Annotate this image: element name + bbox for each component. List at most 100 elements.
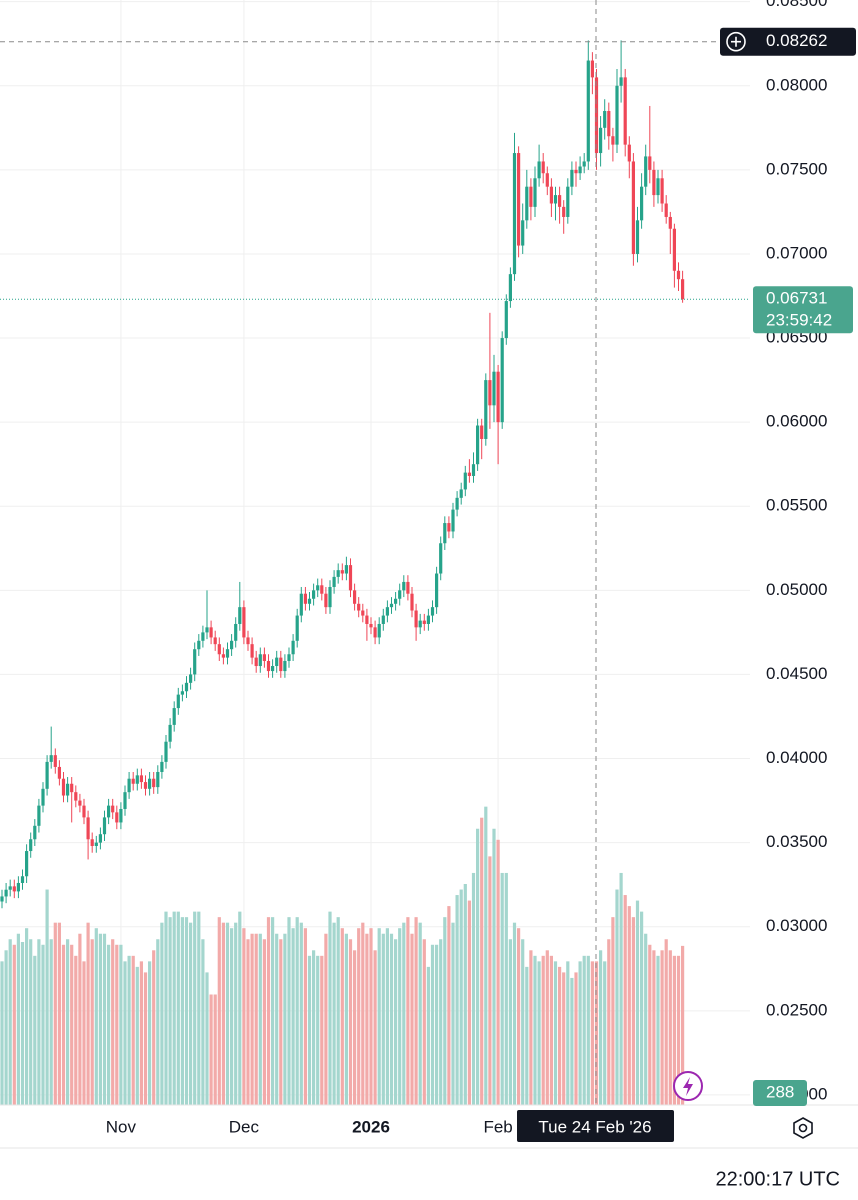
price-axis-bg bbox=[750, 0, 858, 1148]
volume-bar bbox=[246, 939, 250, 1105]
last-price-label: 0.06731 bbox=[766, 289, 827, 308]
volume-bar bbox=[242, 928, 246, 1105]
y-tick-label: 0.03000 bbox=[766, 916, 827, 935]
candle-body bbox=[123, 792, 127, 809]
candle-body bbox=[98, 834, 102, 843]
crosshair-date-label: Tue 24 Feb '26 bbox=[538, 1117, 651, 1136]
candle-body bbox=[570, 169, 574, 187]
candle-body bbox=[525, 186, 529, 221]
candle-body bbox=[74, 792, 78, 801]
candle-body bbox=[373, 627, 377, 638]
candle-body bbox=[57, 766, 61, 779]
volume-bar bbox=[152, 950, 156, 1105]
candle-body bbox=[508, 274, 512, 302]
candle-body bbox=[549, 186, 553, 204]
volume-bar bbox=[681, 945, 685, 1105]
volume-bar bbox=[418, 922, 422, 1105]
volume-bar bbox=[172, 911, 176, 1105]
volume-bar bbox=[488, 856, 492, 1105]
settings-icon[interactable] bbox=[793, 1117, 813, 1139]
volume-bar bbox=[640, 911, 644, 1105]
volume-bar bbox=[443, 917, 447, 1105]
volume-bar bbox=[410, 933, 414, 1105]
y-tick-label: 0.08000 bbox=[766, 75, 827, 94]
candle-body bbox=[12, 886, 16, 892]
candle-body bbox=[402, 581, 406, 591]
volume-bar bbox=[307, 955, 312, 1105]
volume-label-box bbox=[753, 1080, 807, 1106]
volume-bar bbox=[238, 911, 242, 1105]
volume-bar bbox=[20, 942, 25, 1105]
candle-body bbox=[127, 778, 131, 793]
candle-body bbox=[512, 153, 517, 275]
candle-body bbox=[193, 649, 197, 675]
volume-bar bbox=[205, 972, 209, 1105]
candle-body bbox=[283, 660, 287, 672]
candle-body bbox=[615, 85, 619, 145]
crosshair-price-label: 0.08262 bbox=[766, 31, 827, 50]
candle-body bbox=[541, 161, 545, 174]
volume-bar bbox=[537, 961, 541, 1105]
volume-bar bbox=[549, 955, 553, 1105]
volume-bar bbox=[508, 939, 512, 1105]
candle-body bbox=[61, 778, 66, 796]
candle-body bbox=[20, 876, 25, 883]
candle-body bbox=[135, 775, 139, 784]
x-tick-label: Feb bbox=[483, 1117, 512, 1136]
candle-body bbox=[287, 654, 291, 661]
candle-body bbox=[271, 666, 275, 672]
volume-bar bbox=[447, 906, 451, 1105]
volume-bar bbox=[4, 950, 8, 1105]
volume-bar bbox=[299, 922, 303, 1105]
volume-bar bbox=[553, 961, 558, 1105]
volume-bar bbox=[41, 944, 45, 1105]
candle-body bbox=[205, 627, 209, 633]
candle-body bbox=[582, 161, 586, 167]
volume-bar bbox=[627, 906, 631, 1105]
candle-body bbox=[33, 825, 37, 840]
candle-body bbox=[299, 593, 303, 616]
y-tick-label: 0.04000 bbox=[766, 748, 827, 767]
volume-bar bbox=[57, 922, 61, 1105]
y-tick-label: 0.04500 bbox=[766, 664, 827, 683]
candle-body bbox=[381, 615, 385, 624]
candle-body bbox=[49, 755, 53, 762]
candle-body bbox=[385, 607, 389, 616]
candle-body bbox=[94, 842, 98, 846]
candle-body bbox=[41, 788, 45, 806]
candle-body bbox=[184, 682, 189, 692]
volume-bar bbox=[287, 917, 291, 1105]
volume-bar bbox=[648, 944, 652, 1105]
volume-bar bbox=[266, 917, 271, 1105]
volume-bar bbox=[8, 939, 12, 1105]
volume-bar bbox=[353, 950, 357, 1105]
volume-bar bbox=[357, 928, 361, 1105]
volume-bar bbox=[496, 839, 500, 1105]
volume-bar bbox=[234, 922, 238, 1105]
candle-body bbox=[500, 338, 504, 423]
candle-body bbox=[492, 371, 496, 406]
candle-body bbox=[164, 741, 168, 762]
y-tick-label: 0.02500 bbox=[766, 1000, 827, 1019]
volume-label: 288 bbox=[766, 1082, 794, 1101]
crosshair-add-icon[interactable] bbox=[726, 31, 746, 52]
candle-body bbox=[168, 724, 172, 742]
candle-body bbox=[529, 186, 533, 207]
candle-body bbox=[459, 489, 463, 498]
volume-bar bbox=[221, 922, 225, 1105]
volume-bar bbox=[394, 939, 398, 1105]
candle-body bbox=[238, 607, 242, 624]
candle-body bbox=[225, 649, 230, 658]
candle-body bbox=[242, 607, 246, 638]
candle-body bbox=[586, 60, 590, 162]
volume-bar bbox=[49, 939, 53, 1105]
volume-bar bbox=[463, 884, 467, 1105]
volume-bar bbox=[127, 955, 131, 1105]
volume-bar bbox=[430, 944, 435, 1105]
candle-body bbox=[66, 783, 70, 796]
candle-body bbox=[619, 77, 623, 86]
volume-bar bbox=[61, 944, 66, 1105]
candle-body bbox=[221, 654, 225, 658]
candle-body bbox=[213, 637, 217, 645]
volume-bar bbox=[574, 972, 578, 1105]
